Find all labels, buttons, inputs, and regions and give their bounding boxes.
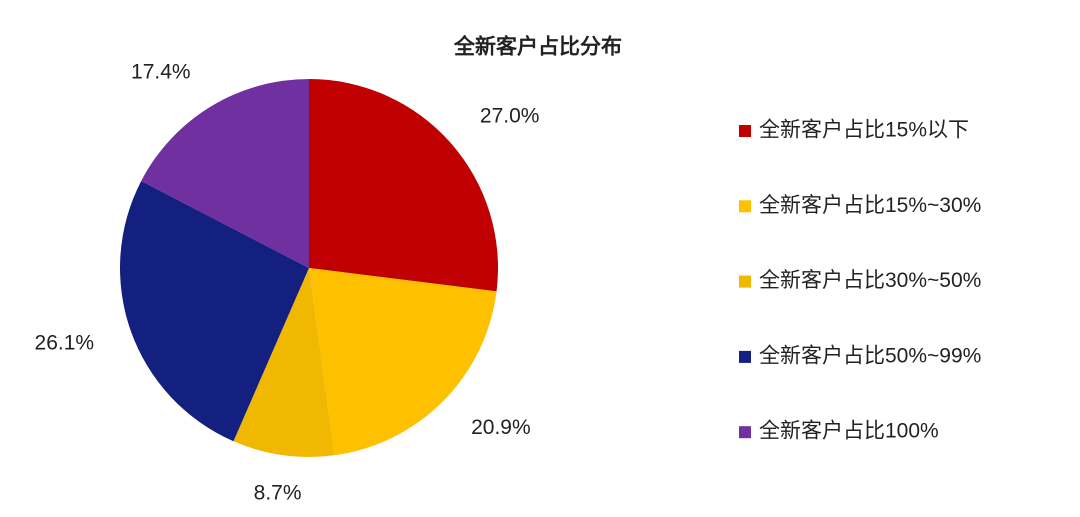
data-label: 8.7% — [254, 481, 302, 504]
legend-swatch — [739, 200, 751, 213]
chart-title: 全新客户占比分布 — [453, 35, 622, 59]
legend-swatch — [739, 125, 751, 137]
legend-label: 全新客户占比15%以下 — [759, 119, 969, 142]
pie-slice — [309, 268, 497, 456]
pie-slice — [309, 79, 498, 292]
legend-swatch — [739, 426, 751, 439]
pie-slice — [233, 268, 335, 457]
legend-swatch — [739, 350, 751, 363]
legend-label: 全新客户占比30%~50% — [759, 269, 981, 292]
data-label: 20.9% — [471, 416, 531, 439]
legend-label: 全新客户占比100% — [759, 420, 939, 443]
data-label: 27.0% — [480, 105, 540, 128]
legend-swatch — [739, 275, 751, 288]
data-label: 26.1% — [35, 332, 95, 355]
pie-slice — [141, 79, 309, 268]
data-label: 17.4% — [131, 61, 191, 84]
legend-label: 全新客户占比50%~99% — [759, 344, 981, 367]
legend-label: 全新客户占比15%~30% — [759, 194, 981, 217]
pie-slice — [119, 180, 309, 442]
